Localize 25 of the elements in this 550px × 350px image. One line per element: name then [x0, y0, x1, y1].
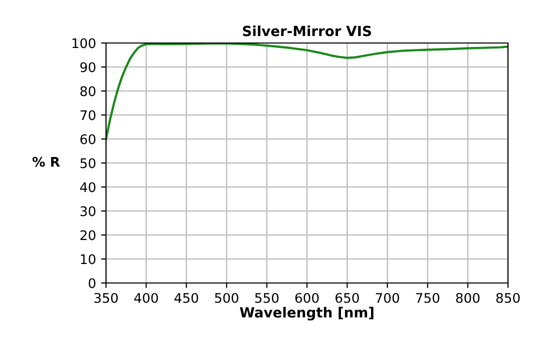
x-tick-label: 400: [134, 292, 158, 303]
chart-title: Silver-Mirror VIS: [242, 26, 372, 36]
y-tick-label: 20: [80, 230, 96, 240]
x-axis-title: Wavelength [nm]: [240, 306, 374, 320]
x-tick-label: 350: [94, 292, 118, 303]
y-tick-label: 60: [80, 134, 96, 144]
x-tick-label: 800: [456, 292, 480, 303]
y-tick-label: 70: [80, 110, 96, 120]
x-tick-label: 750: [416, 292, 440, 303]
y-tick-label: 30: [80, 206, 96, 216]
x-tick-label: 550: [255, 292, 279, 303]
y-tick-label: 10: [80, 254, 96, 264]
y-tick-label: 50: [80, 158, 96, 168]
y-tick-label: 40: [80, 182, 96, 192]
x-tick-label: 850: [496, 292, 520, 303]
x-tick-label: 500: [215, 292, 238, 303]
y-tick-label: 80: [80, 86, 96, 96]
y-axis-title: % R: [32, 156, 60, 167]
x-tick-label: 600: [295, 292, 319, 303]
x-tick-label: 650: [336, 292, 359, 303]
x-tick-label: 450: [174, 292, 198, 303]
y-tick-label: 90: [80, 62, 96, 72]
y-tick-label: 100: [72, 38, 96, 48]
x-tick-label: 700: [376, 292, 400, 303]
y-tick-label: 0: [88, 278, 96, 288]
